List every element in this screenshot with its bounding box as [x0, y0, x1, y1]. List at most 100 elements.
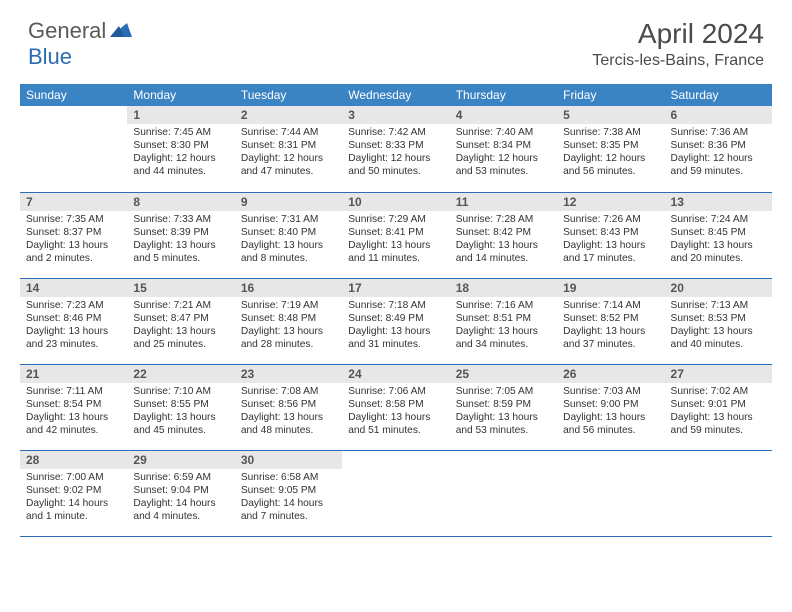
day-number: 24	[342, 365, 449, 383]
day-body: Sunrise: 7:28 AMSunset: 8:42 PMDaylight:…	[450, 211, 557, 269]
sunrise-line: Sunrise: 7:42 AM	[348, 126, 443, 139]
sunset-line: Sunset: 8:53 PM	[671, 312, 766, 325]
sunset-line: Sunset: 8:46 PM	[26, 312, 121, 325]
day-body: Sunrise: 7:23 AMSunset: 8:46 PMDaylight:…	[20, 297, 127, 355]
day-number: 15	[127, 279, 234, 297]
daylight-line: Daylight: 13 hours and 17 minutes.	[563, 239, 658, 265]
sunset-line: Sunset: 8:35 PM	[563, 139, 658, 152]
day-number: 29	[127, 451, 234, 469]
dow-cell: Wednesday	[342, 84, 449, 106]
daylight-line: Daylight: 13 hours and 37 minutes.	[563, 325, 658, 351]
day-number: 13	[665, 193, 772, 211]
sunrise-line: Sunrise: 7:36 AM	[671, 126, 766, 139]
daylight-line: Daylight: 13 hours and 34 minutes.	[456, 325, 551, 351]
sunset-line: Sunset: 8:41 PM	[348, 226, 443, 239]
calendar-day-cell	[450, 450, 557, 536]
sunrise-line: Sunrise: 7:19 AM	[241, 299, 336, 312]
sunrise-line: Sunrise: 6:58 AM	[241, 471, 336, 484]
calendar-day-cell: 29Sunrise: 6:59 AMSunset: 9:04 PMDayligh…	[127, 450, 234, 536]
calendar-day-cell	[20, 106, 127, 192]
calendar-day-cell: 9Sunrise: 7:31 AMSunset: 8:40 PMDaylight…	[235, 192, 342, 278]
logo-text-general: General	[28, 18, 106, 44]
sunrise-line: Sunrise: 7:03 AM	[563, 385, 658, 398]
sunrise-line: Sunrise: 7:35 AM	[26, 213, 121, 226]
sunrise-line: Sunrise: 7:26 AM	[563, 213, 658, 226]
day-body: Sunrise: 7:24 AMSunset: 8:45 PMDaylight:…	[665, 211, 772, 269]
day-body: Sunrise: 7:02 AMSunset: 9:01 PMDaylight:…	[665, 383, 772, 441]
daylight-line: Daylight: 13 hours and 25 minutes.	[133, 325, 228, 351]
daylight-line: Daylight: 13 hours and 51 minutes.	[348, 411, 443, 437]
day-number: 19	[557, 279, 664, 297]
calendar-week-row: 7Sunrise: 7:35 AMSunset: 8:37 PMDaylight…	[20, 192, 772, 278]
day-body: Sunrise: 7:45 AMSunset: 8:30 PMDaylight:…	[127, 124, 234, 182]
sunrise-line: Sunrise: 7:33 AM	[133, 213, 228, 226]
day-number: 4	[450, 106, 557, 124]
sunrise-line: Sunrise: 7:18 AM	[348, 299, 443, 312]
sunset-line: Sunset: 8:45 PM	[671, 226, 766, 239]
calendar-day-cell: 13Sunrise: 7:24 AMSunset: 8:45 PMDayligh…	[665, 192, 772, 278]
calendar-day-cell: 30Sunrise: 6:58 AMSunset: 9:05 PMDayligh…	[235, 450, 342, 536]
calendar-day-cell: 16Sunrise: 7:19 AMSunset: 8:48 PMDayligh…	[235, 278, 342, 364]
daylight-line: Daylight: 12 hours and 47 minutes.	[241, 152, 336, 178]
sunset-line: Sunset: 8:36 PM	[671, 139, 766, 152]
day-number: 30	[235, 451, 342, 469]
dow-cell: Monday	[127, 84, 234, 106]
day-body: Sunrise: 7:10 AMSunset: 8:55 PMDaylight:…	[127, 383, 234, 441]
daylight-line: Daylight: 13 hours and 59 minutes.	[671, 411, 766, 437]
sunrise-line: Sunrise: 7:11 AM	[26, 385, 121, 398]
day-body: Sunrise: 7:40 AMSunset: 8:34 PMDaylight:…	[450, 124, 557, 182]
day-body: Sunrise: 7:42 AMSunset: 8:33 PMDaylight:…	[342, 124, 449, 182]
calendar-table: SundayMondayTuesdayWednesdayThursdayFrid…	[20, 84, 772, 537]
dow-cell: Thursday	[450, 84, 557, 106]
day-number: 8	[127, 193, 234, 211]
day-body: Sunrise: 7:33 AMSunset: 8:39 PMDaylight:…	[127, 211, 234, 269]
sunset-line: Sunset: 9:02 PM	[26, 484, 121, 497]
sunrise-line: Sunrise: 7:14 AM	[563, 299, 658, 312]
day-body: Sunrise: 7:03 AMSunset: 9:00 PMDaylight:…	[557, 383, 664, 441]
calendar-day-cell: 26Sunrise: 7:03 AMSunset: 9:00 PMDayligh…	[557, 364, 664, 450]
sunset-line: Sunset: 8:43 PM	[563, 226, 658, 239]
daylight-line: Daylight: 13 hours and 14 minutes.	[456, 239, 551, 265]
day-number: 10	[342, 193, 449, 211]
calendar-day-cell: 3Sunrise: 7:42 AMSunset: 8:33 PMDaylight…	[342, 106, 449, 192]
day-number: 17	[342, 279, 449, 297]
day-number: 21	[20, 365, 127, 383]
daylight-line: Daylight: 13 hours and 31 minutes.	[348, 325, 443, 351]
logo: General	[28, 18, 134, 44]
calendar-day-cell: 4Sunrise: 7:40 AMSunset: 8:34 PMDaylight…	[450, 106, 557, 192]
sunset-line: Sunset: 8:34 PM	[456, 139, 551, 152]
sunset-line: Sunset: 8:40 PM	[241, 226, 336, 239]
day-number: 16	[235, 279, 342, 297]
daylight-line: Daylight: 12 hours and 53 minutes.	[456, 152, 551, 178]
calendar-week-row: 21Sunrise: 7:11 AMSunset: 8:54 PMDayligh…	[20, 364, 772, 450]
day-body: Sunrise: 7:29 AMSunset: 8:41 PMDaylight:…	[342, 211, 449, 269]
calendar-day-cell: 12Sunrise: 7:26 AMSunset: 8:43 PMDayligh…	[557, 192, 664, 278]
sunrise-line: Sunrise: 7:23 AM	[26, 299, 121, 312]
day-body: Sunrise: 7:19 AMSunset: 8:48 PMDaylight:…	[235, 297, 342, 355]
day-body: Sunrise: 7:13 AMSunset: 8:53 PMDaylight:…	[665, 297, 772, 355]
sunset-line: Sunset: 8:42 PM	[456, 226, 551, 239]
sunrise-line: Sunrise: 7:02 AM	[671, 385, 766, 398]
sunset-line: Sunset: 8:33 PM	[348, 139, 443, 152]
day-number: 22	[127, 365, 234, 383]
sunset-line: Sunset: 8:48 PM	[241, 312, 336, 325]
day-body: Sunrise: 7:11 AMSunset: 8:54 PMDaylight:…	[20, 383, 127, 441]
calendar-day-cell: 24Sunrise: 7:06 AMSunset: 8:58 PMDayligh…	[342, 364, 449, 450]
calendar-day-cell: 22Sunrise: 7:10 AMSunset: 8:55 PMDayligh…	[127, 364, 234, 450]
calendar-day-cell	[342, 450, 449, 536]
daylight-line: Daylight: 13 hours and 28 minutes.	[241, 325, 336, 351]
sunrise-line: Sunrise: 7:16 AM	[456, 299, 551, 312]
day-body: Sunrise: 7:08 AMSunset: 8:56 PMDaylight:…	[235, 383, 342, 441]
sunset-line: Sunset: 8:56 PM	[241, 398, 336, 411]
title-block: April 2024 Tercis-les-Bains, France	[592, 18, 764, 70]
sunset-line: Sunset: 8:54 PM	[26, 398, 121, 411]
calendar-day-cell: 23Sunrise: 7:08 AMSunset: 8:56 PMDayligh…	[235, 364, 342, 450]
month-title: April 2024	[592, 18, 764, 50]
calendar-day-cell: 11Sunrise: 7:28 AMSunset: 8:42 PMDayligh…	[450, 192, 557, 278]
daylight-line: Daylight: 13 hours and 40 minutes.	[671, 325, 766, 351]
day-number: 5	[557, 106, 664, 124]
day-number: 7	[20, 193, 127, 211]
daylight-line: Daylight: 13 hours and 53 minutes.	[456, 411, 551, 437]
calendar-week-row: 28Sunrise: 7:00 AMSunset: 9:02 PMDayligh…	[20, 450, 772, 536]
sunrise-line: Sunrise: 7:45 AM	[133, 126, 228, 139]
